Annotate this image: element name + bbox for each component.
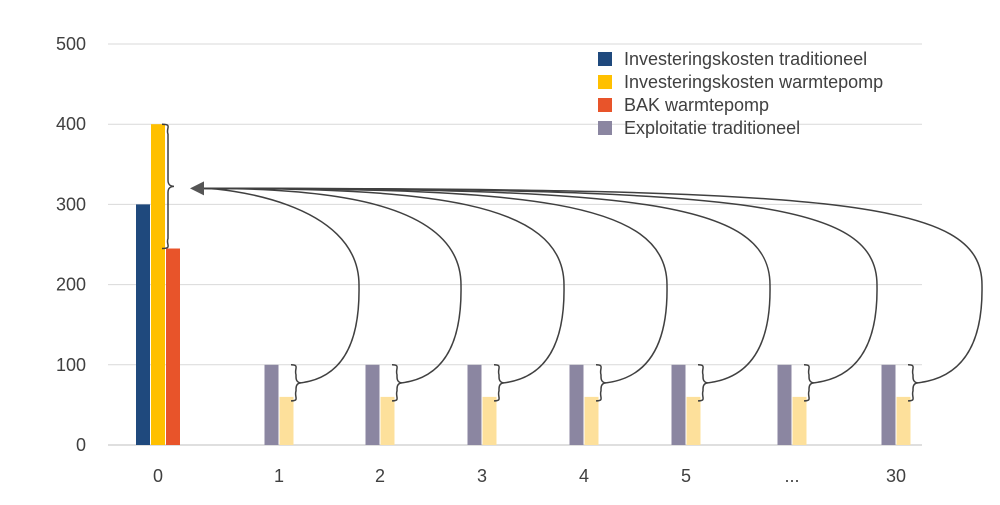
arrow-curve: [203, 187, 771, 384]
bar: [686, 396, 701, 445]
legend-swatch: [598, 75, 612, 89]
x-tick-label: 1: [274, 466, 284, 486]
bar: [136, 204, 150, 445]
bar: [151, 124, 165, 445]
y-tick-label: 300: [56, 194, 86, 214]
legend-swatch: [598, 52, 612, 66]
arrow-head: [190, 181, 204, 196]
brace-investment: [161, 123, 175, 250]
y-tick-label: 200: [56, 275, 86, 295]
bar: [365, 364, 380, 445]
y-tick-label: 400: [56, 114, 86, 134]
arrow-curve: [203, 187, 878, 384]
bar: [777, 364, 792, 445]
x-tick-label: 0: [153, 466, 163, 486]
bar: [380, 396, 395, 445]
x-tick-label: 30: [886, 466, 906, 486]
bar: [482, 396, 497, 445]
legend-label: Exploitatie traditioneel: [624, 118, 800, 138]
y-tick-label: 0: [76, 435, 86, 455]
brace-operating: [907, 364, 919, 402]
legend-label: Investeringskosten warmtepomp: [624, 72, 883, 92]
x-tick-label: 4: [579, 466, 589, 486]
arrow-curve: [203, 187, 668, 384]
bar: [584, 396, 599, 445]
x-tick-label: ...: [784, 466, 799, 486]
y-tick-label: 500: [56, 34, 86, 54]
bar: [896, 396, 911, 445]
bar: [166, 248, 180, 445]
legend-swatch: [598, 121, 612, 135]
x-tick-label: 5: [681, 466, 691, 486]
brace-operating: [290, 364, 302, 402]
brace-operating: [391, 364, 403, 402]
legend-label: Investeringskosten traditioneel: [624, 49, 867, 69]
brace-operating: [595, 364, 607, 402]
bar: [264, 364, 279, 445]
bar: [467, 364, 482, 445]
bar: [792, 396, 807, 445]
x-tick-label: 2: [375, 466, 385, 486]
bar: [279, 396, 294, 445]
bar: [671, 364, 686, 445]
brace-operating: [697, 364, 709, 402]
bar: [881, 364, 896, 445]
brace-operating: [493, 364, 505, 402]
y-tick-label: 100: [56, 355, 86, 375]
legend-swatch: [598, 98, 612, 112]
arrow-curve: [203, 187, 360, 384]
arrow-curve: [203, 187, 462, 384]
arrow-curve: [203, 187, 983, 384]
brace-operating: [803, 364, 815, 402]
bar: [569, 364, 584, 445]
arrow-curve: [203, 187, 565, 384]
x-tick-label: 3: [477, 466, 487, 486]
legend-label: BAK warmtepomp: [624, 95, 769, 115]
